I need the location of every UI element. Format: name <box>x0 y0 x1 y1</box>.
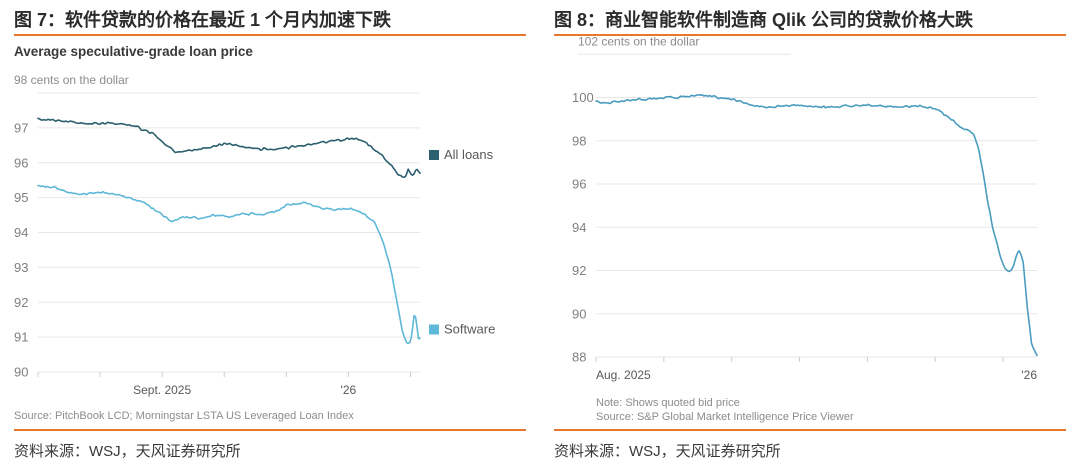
svg-text:94: 94 <box>572 220 586 235</box>
svg-text:All loans: All loans <box>444 147 494 162</box>
svg-text:'26: '26 <box>1021 368 1037 382</box>
svg-text:95: 95 <box>14 190 28 205</box>
svg-text:92: 92 <box>14 295 28 310</box>
svg-text:98: 98 <box>572 133 586 148</box>
svg-text:Aug. 2025: Aug. 2025 <box>596 368 651 382</box>
svg-text:97: 97 <box>14 120 28 135</box>
svg-text:96: 96 <box>14 155 28 170</box>
svg-text:90: 90 <box>14 365 28 380</box>
svg-text:Sept. 2025: Sept. 2025 <box>133 383 191 397</box>
svg-text:100: 100 <box>572 90 594 105</box>
svg-text:94: 94 <box>14 225 28 240</box>
svg-text:93: 93 <box>14 260 28 275</box>
svg-text:96: 96 <box>572 177 586 192</box>
svg-text:92: 92 <box>572 263 586 278</box>
svg-text:102 cents on the dollar: 102 cents on the dollar <box>578 34 699 48</box>
svg-text:Software: Software <box>444 322 495 337</box>
svg-text:'26: '26 <box>341 383 357 397</box>
svg-text:98 cents on the dollar: 98 cents on the dollar <box>14 73 129 87</box>
svg-text:90: 90 <box>572 306 586 321</box>
svg-text:91: 91 <box>14 330 28 345</box>
svg-text:88: 88 <box>572 350 586 365</box>
